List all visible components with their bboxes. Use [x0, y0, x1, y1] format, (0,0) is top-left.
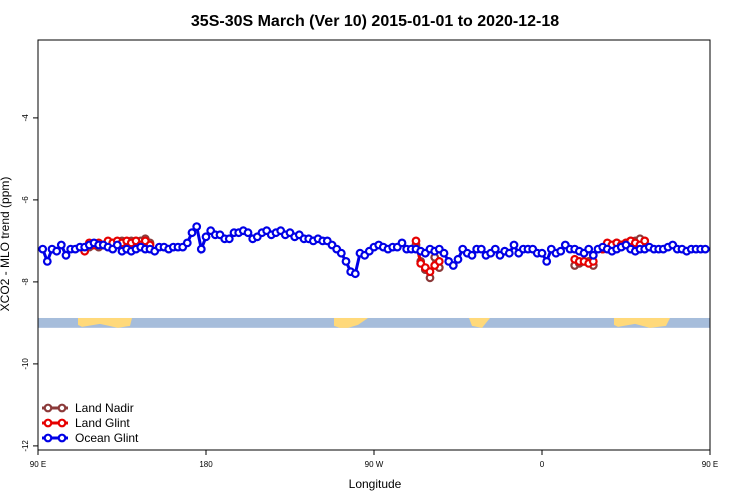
data-point — [542, 257, 552, 266]
legend-label: Land Nadir — [75, 401, 134, 415]
legend-marker — [57, 433, 67, 443]
x-tick-label: 90 W — [365, 460, 384, 469]
y-tick-label: -10 — [21, 358, 30, 370]
data-point — [397, 238, 407, 248]
data-point — [425, 267, 435, 277]
data-point — [556, 246, 566, 256]
legend-item-land-nadir: Land Nadir — [42, 401, 134, 415]
data-point — [196, 244, 206, 254]
data-point — [537, 248, 547, 258]
data-point — [434, 257, 444, 266]
data-point — [411, 236, 421, 246]
x-axis-ticks: 90 E 180 90 W 0 90 E — [30, 450, 718, 469]
legend-item-land-glint: Land Glint — [42, 416, 130, 430]
y-tick-label: -6 — [21, 196, 30, 204]
y-tick-label: -12 — [21, 440, 30, 452]
data-point — [476, 244, 486, 254]
map-strip — [38, 317, 710, 328]
data-point — [187, 228, 197, 238]
plot-frame — [37, 39, 711, 451]
data-point — [350, 269, 360, 279]
data-point — [224, 234, 234, 244]
x-tick-label: 0 — [540, 460, 545, 469]
data-point — [504, 248, 514, 258]
data-point — [439, 248, 449, 258]
data-point — [192, 222, 202, 232]
data-point — [182, 238, 192, 248]
series-ocean-glint — [38, 222, 710, 279]
legend-label: Land Glint — [75, 416, 130, 430]
data-point — [640, 236, 650, 246]
data-point — [61, 250, 71, 260]
y-tick-label: -8 — [21, 278, 30, 286]
chart-title: 35S-30S March (Ver 10) 2015-01-01 to 202… — [191, 13, 559, 30]
legend-marker — [57, 403, 67, 413]
data-point — [700, 244, 710, 254]
data-point — [336, 248, 346, 258]
data-point — [588, 250, 598, 260]
x-tick-label: 90 E — [702, 460, 718, 469]
data-point — [56, 240, 66, 250]
x-tick-label: 180 — [199, 460, 213, 469]
legend-item-ocean-glint: Ocean Glint — [42, 431, 139, 445]
data-point — [112, 240, 122, 250]
data-point — [42, 257, 52, 266]
south-america-landmass — [334, 317, 368, 328]
data-point — [490, 244, 500, 254]
series-group — [38, 222, 710, 283]
x-axis-label: Longitude — [349, 477, 402, 491]
data-point — [201, 232, 211, 242]
data-point — [38, 244, 48, 254]
africa-landmass — [469, 317, 490, 328]
legend-marker — [43, 433, 53, 443]
data-point — [341, 257, 351, 266]
data-point — [584, 244, 594, 254]
data-point — [52, 246, 62, 256]
data-point — [243, 228, 253, 238]
data-point — [453, 254, 463, 264]
y-axis-label: XCO2 - MLO trend (ppm) — [0, 177, 12, 312]
data-point — [467, 250, 477, 260]
australia-landmass — [78, 317, 132, 328]
legend-marker — [43, 403, 53, 413]
legend-marker — [43, 418, 53, 428]
data-point — [509, 240, 519, 250]
legend-label: Ocean Glint — [75, 431, 139, 445]
legend-marker — [57, 418, 67, 428]
data-point — [448, 261, 458, 270]
ocean-band — [38, 317, 710, 328]
y-tick-label: -4 — [21, 114, 30, 122]
y-axis-ticks: -4 -6 -8 -10 -12 — [21, 114, 38, 452]
x-tick-label: 90 E — [30, 460, 46, 469]
australia-landmass-repeat — [614, 317, 670, 328]
